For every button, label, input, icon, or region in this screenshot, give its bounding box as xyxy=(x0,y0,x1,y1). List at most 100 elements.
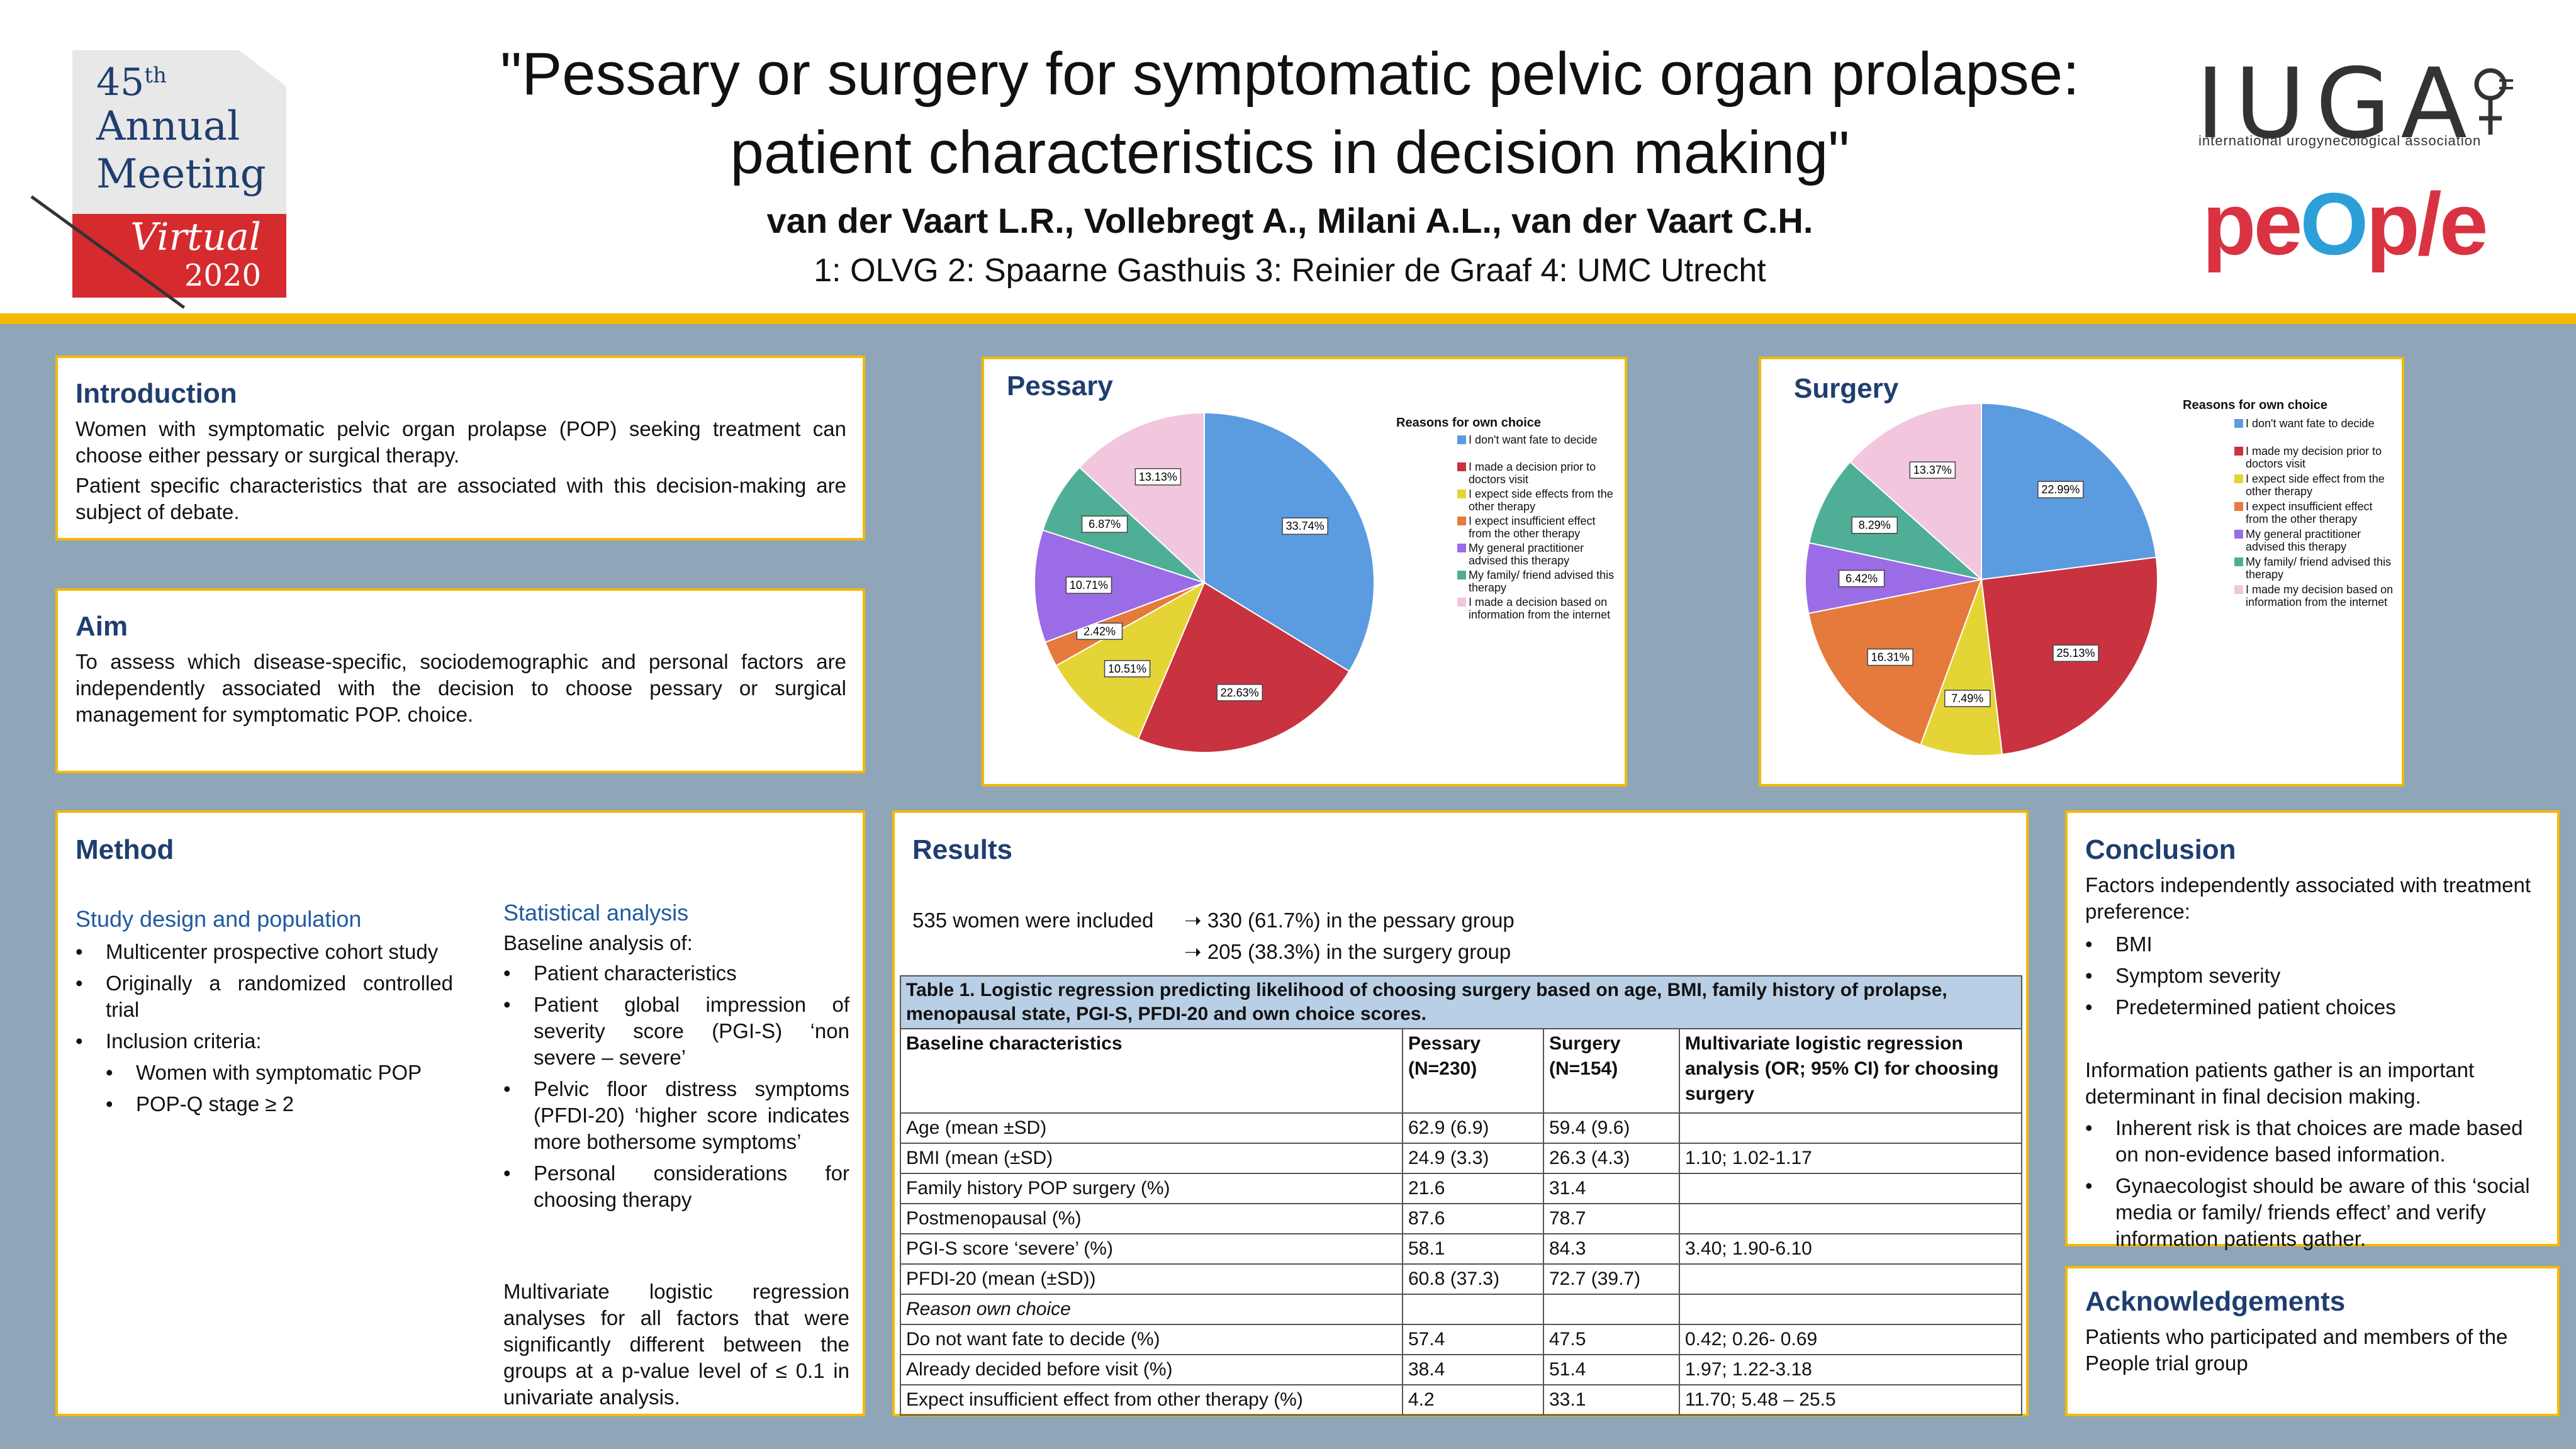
table-cell: Expect insufficient effect from other th… xyxy=(900,1384,1403,1416)
header-divider xyxy=(0,313,2576,324)
pie-value-label-text: 13.37% xyxy=(1913,464,1952,476)
legend-swatch xyxy=(1457,490,1466,498)
legend-swatch xyxy=(1457,571,1466,579)
conclusion-list-2: Inherent risk is that choices are made b… xyxy=(2085,1115,2538,1252)
pie-value-label-text: 33.74% xyxy=(1286,520,1324,532)
iuga-logo-subtitle: international urogynecological associati… xyxy=(2198,133,2482,148)
introduction-heading: Introduction xyxy=(76,378,237,409)
legend-entry: My family/ friend advised this therapy xyxy=(1457,569,1620,594)
aim-box: Aim To assess which disease-specific, so… xyxy=(55,588,865,773)
table-row: PFDI-20 (mean (±SD)) 60.8 (37.3) 72.7 (39.… xyxy=(900,1263,2022,1295)
conclusion-paragraph: Information patients gather is an import… xyxy=(2085,1058,2475,1108)
pie-slice xyxy=(1204,411,1375,673)
inclusion-item: Women with symptomatic POP xyxy=(76,1060,453,1086)
statistical-analysis-heading: Statistical analysis xyxy=(503,900,689,926)
female-symbol-icon xyxy=(2474,68,2513,135)
statistical-analysis-list: Patient characteristics Patient global i… xyxy=(503,960,849,1213)
pessary-chart-title: Pessary xyxy=(1007,371,1113,401)
surgery-legend-title: Reasons for own choice xyxy=(2183,398,2328,412)
table-header: Pessary (N=230) xyxy=(1402,1028,1544,1114)
pie-value-label-text: 13.13% xyxy=(1139,471,1177,483)
badge-year: 2020 xyxy=(184,258,261,293)
table-cell xyxy=(1543,1294,1680,1325)
legend-label: I expect side effects from the other the… xyxy=(1469,488,1613,513)
results-heading: Results xyxy=(912,834,1012,865)
legend-label: I made my decision prior to doctors visi… xyxy=(2246,445,2382,470)
pie-value-label-text: 22.63% xyxy=(1221,686,1259,699)
table-cell: BMI (mean (±SD) xyxy=(900,1143,1403,1174)
table-cell: 1.97; 1.22-3.18 xyxy=(1679,1354,2022,1385)
conclusion-intro: Factors independently associated with tr… xyxy=(2085,873,2531,923)
pie-value-label: 10.71% xyxy=(1065,576,1112,594)
results-table: Table 1. Logistic regression predicting … xyxy=(900,975,2022,1416)
conclusion-item: BMI xyxy=(2085,931,2538,958)
introduction-paragraph-1: Women with symptomatic pelvic organ prol… xyxy=(76,417,846,467)
table-cell: 78.7 xyxy=(1543,1203,1680,1234)
iuga-logo-text: IUGA xyxy=(2196,48,2477,160)
pie-slice xyxy=(1849,402,1982,581)
statistical-analysis-text: Multivariate logistic regression analyse… xyxy=(503,1280,849,1409)
conclusion-list: BMI Symptom severity Predetermined patie… xyxy=(2085,931,2538,1021)
pie-value-label-box xyxy=(1838,569,1885,588)
study-item: Inclusion criteria: xyxy=(76,1028,453,1055)
conclusion-heading: Conclusion xyxy=(2085,834,2236,865)
table-cell xyxy=(1679,1173,2022,1204)
title-line-1: "Pessary or surgery for symptomatic pelv… xyxy=(500,40,2080,108)
results-included: 535 women were included xyxy=(912,909,1154,932)
legend-entry: I expect insufficient effect from the ot… xyxy=(1457,515,1620,540)
people-logo: peOp/e xyxy=(2202,173,2489,275)
iuga-logo: IUGA international urogynecological asso… xyxy=(2196,48,2523,160)
conclusion-item: Gynaecologist should be aware of this ‘s… xyxy=(2085,1173,2538,1252)
pie-value-label: 10.51% xyxy=(1104,660,1151,678)
table-cell: 57.4 xyxy=(1402,1324,1544,1355)
inclusion-item: POP-Q stage ≥ 2 xyxy=(76,1091,453,1117)
legend-entry: My general practitioner advised this the… xyxy=(2234,528,2397,553)
pie-value-label-box xyxy=(1065,576,1112,594)
legend-swatch xyxy=(2234,502,2243,511)
table-row: BMI (mean (±SD) 24.9 (3.3) 26.3 (4.3) 1.10;… xyxy=(900,1143,2022,1174)
pie-slice xyxy=(1078,411,1205,585)
table-row: Age (mean ±SD) 62.9 (6.9) 59.4 (9.6) xyxy=(900,1112,2022,1144)
legend-label: My family/ friend advised this therapy xyxy=(2246,556,2392,581)
title-line-2: patient characteristics in decision maki… xyxy=(730,119,1850,186)
introduction-box: Introduction Women with symptomatic pelv… xyxy=(55,355,865,540)
table-cell: 1.10; 1.02-1.17 xyxy=(1679,1143,2022,1174)
poster-header xyxy=(0,0,2576,313)
surgery-pie-chart: 22.99% 25.13% 7.49% 16.31% 6.42% 8.29% 13.37% xyxy=(1805,402,2158,756)
results-surgery-group: ➝ 205 (38.3%) in the surgery group xyxy=(1184,940,1511,963)
acknowledgements-box: Acknowledgements Patients who participat… xyxy=(2065,1266,2560,1416)
badge-line-2: Meeting xyxy=(96,151,266,198)
aim-heading: Aim xyxy=(76,611,128,642)
pie-value-label: 22.63% xyxy=(1216,684,1263,702)
table-row: Do not want fate to decide (%) 57.4 47.5 0.… xyxy=(900,1324,2022,1355)
legend-label: I made a decision based on information f… xyxy=(1469,596,1611,621)
pie-slice xyxy=(1034,529,1207,644)
stat-item: Personal considerations for choosing the… xyxy=(503,1160,849,1213)
results-box: Results 535 women were included ➝ 330 (6… xyxy=(892,810,2029,1416)
method-heading: Method xyxy=(76,834,174,865)
pie-slice xyxy=(1920,579,2003,756)
legend-entry: I made a decision prior to doctors visit xyxy=(1457,461,1620,486)
table-row: Family history POP surgery (%) 21.6 31.4 xyxy=(900,1173,2022,1204)
surgery-chart-title: Surgery xyxy=(1794,373,1899,404)
legend-label: I made a decision prior to doctors visit xyxy=(1469,461,1596,486)
legend-entry: I made a decision based on information f… xyxy=(1457,596,1620,621)
legend-label: My family/ friend advised this therapy xyxy=(1469,569,1615,594)
legend-entry: My general practitioner advised this the… xyxy=(1457,542,1620,567)
conclusion-item: Predetermined patient choices xyxy=(2085,994,2538,1021)
study-item: Originally a randomized controlled trial xyxy=(76,970,453,1023)
table-header: Multivariate logistic regression analysi… xyxy=(1679,1028,2022,1114)
introduction-paragraph-2: Patient specific characteristics that ar… xyxy=(76,474,846,523)
table-header: Baseline characteristics xyxy=(900,1028,1403,1114)
table-cell: 21.6 xyxy=(1402,1173,1544,1204)
badge-number-value: 45 xyxy=(96,60,145,104)
table-cell: 87.6 xyxy=(1402,1203,1544,1234)
pie-slice xyxy=(1137,581,1350,753)
pie-value-label: 6.87% xyxy=(1081,515,1128,533)
pie-value-label: 13.13% xyxy=(1134,468,1182,486)
pie-value-label-text: 8.29% xyxy=(1859,519,1891,532)
legend-swatch xyxy=(2234,419,2243,428)
table-cell: 26.3 (4.3) xyxy=(1543,1143,1680,1174)
pie-value-label: 33.74% xyxy=(1282,517,1328,535)
aim-text: To assess which disease-specific, sociod… xyxy=(76,650,846,726)
